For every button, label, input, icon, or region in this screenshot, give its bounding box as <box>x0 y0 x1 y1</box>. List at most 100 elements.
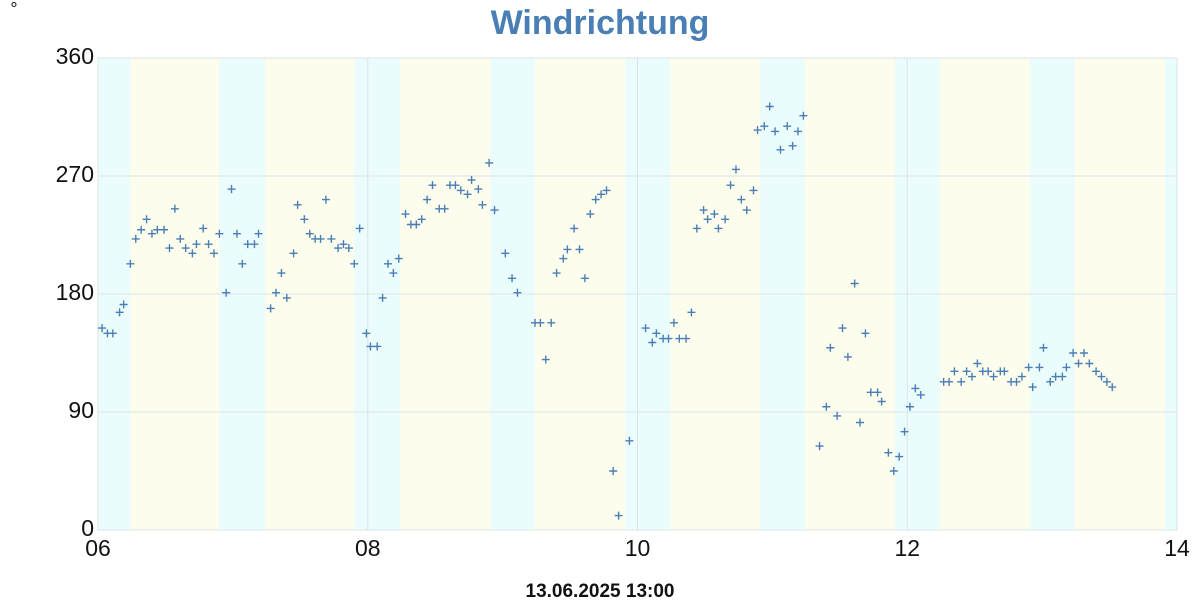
point <box>1069 349 1078 357</box>
point <box>366 342 375 351</box>
point <box>833 411 842 420</box>
point <box>850 279 859 288</box>
point <box>737 195 746 204</box>
point <box>1046 377 1055 386</box>
point <box>547 318 556 327</box>
point <box>394 254 403 263</box>
point <box>536 318 545 327</box>
point <box>115 308 124 317</box>
point <box>289 249 298 258</box>
point <box>602 186 611 195</box>
point <box>753 126 762 135</box>
point <box>866 388 875 397</box>
point <box>675 334 684 343</box>
point <box>1079 349 1088 357</box>
point <box>962 367 971 376</box>
point <box>682 334 691 343</box>
point <box>1000 367 1009 376</box>
point <box>652 329 661 338</box>
point <box>967 372 976 381</box>
point <box>873 388 882 397</box>
point <box>984 367 993 376</box>
point <box>843 352 852 361</box>
point <box>428 181 437 190</box>
point <box>485 158 494 167</box>
point <box>266 304 275 313</box>
point <box>119 300 128 309</box>
point <box>861 329 870 338</box>
point <box>362 329 371 338</box>
point <box>597 190 606 199</box>
point <box>170 204 179 213</box>
point <box>204 240 213 249</box>
x-tick-label: 10 <box>625 535 651 561</box>
x-tick-label: 08 <box>355 535 381 561</box>
point <box>98 324 107 333</box>
point <box>355 224 364 233</box>
point <box>350 259 359 268</box>
point <box>474 185 483 194</box>
y-tick-label: 0 <box>81 515 94 541</box>
point <box>742 206 751 215</box>
point <box>1035 363 1044 372</box>
point <box>570 224 579 233</box>
y-tick-label: 270 <box>56 161 94 187</box>
y-tick-label: 360 <box>56 43 94 69</box>
point <box>1062 363 1071 372</box>
point <box>501 249 510 258</box>
point <box>541 355 550 364</box>
point <box>1039 343 1048 352</box>
point <box>580 274 589 283</box>
point <box>463 190 472 199</box>
point <box>316 234 325 243</box>
point <box>815 442 824 451</box>
point <box>783 122 792 131</box>
point <box>1051 372 1060 381</box>
point <box>664 334 673 343</box>
point <box>344 244 353 253</box>
point <box>699 206 708 215</box>
point <box>227 185 236 194</box>
point <box>389 269 398 278</box>
point <box>490 206 499 215</box>
point <box>272 288 281 297</box>
point <box>1074 359 1083 368</box>
point <box>1058 372 1067 381</box>
point <box>552 269 561 278</box>
point <box>165 244 174 253</box>
point <box>703 215 712 224</box>
point <box>900 427 909 436</box>
footer: 13.06.2025 13:00 <box>526 581 675 600</box>
point <box>188 249 197 258</box>
point <box>339 240 348 249</box>
point <box>771 127 780 136</box>
point <box>412 220 421 229</box>
x-tick-label: 06 <box>85 535 111 561</box>
point <box>989 372 998 381</box>
point <box>669 318 678 327</box>
point <box>137 225 146 234</box>
point <box>822 402 831 411</box>
point <box>378 293 387 302</box>
point <box>586 210 595 219</box>
point <box>160 225 169 234</box>
point <box>641 324 650 333</box>
point <box>321 195 330 204</box>
point <box>726 181 735 190</box>
point <box>254 229 263 238</box>
point <box>1017 372 1026 381</box>
point <box>383 259 392 268</box>
point <box>456 186 465 195</box>
point <box>108 329 117 338</box>
point <box>293 200 302 209</box>
point <box>131 234 140 243</box>
point <box>614 511 623 520</box>
point <box>215 229 224 238</box>
point <box>765 102 774 111</box>
point <box>417 215 426 224</box>
point <box>1102 377 1111 386</box>
point <box>300 215 309 224</box>
point <box>327 234 336 243</box>
point <box>1024 363 1033 372</box>
point <box>721 215 730 224</box>
